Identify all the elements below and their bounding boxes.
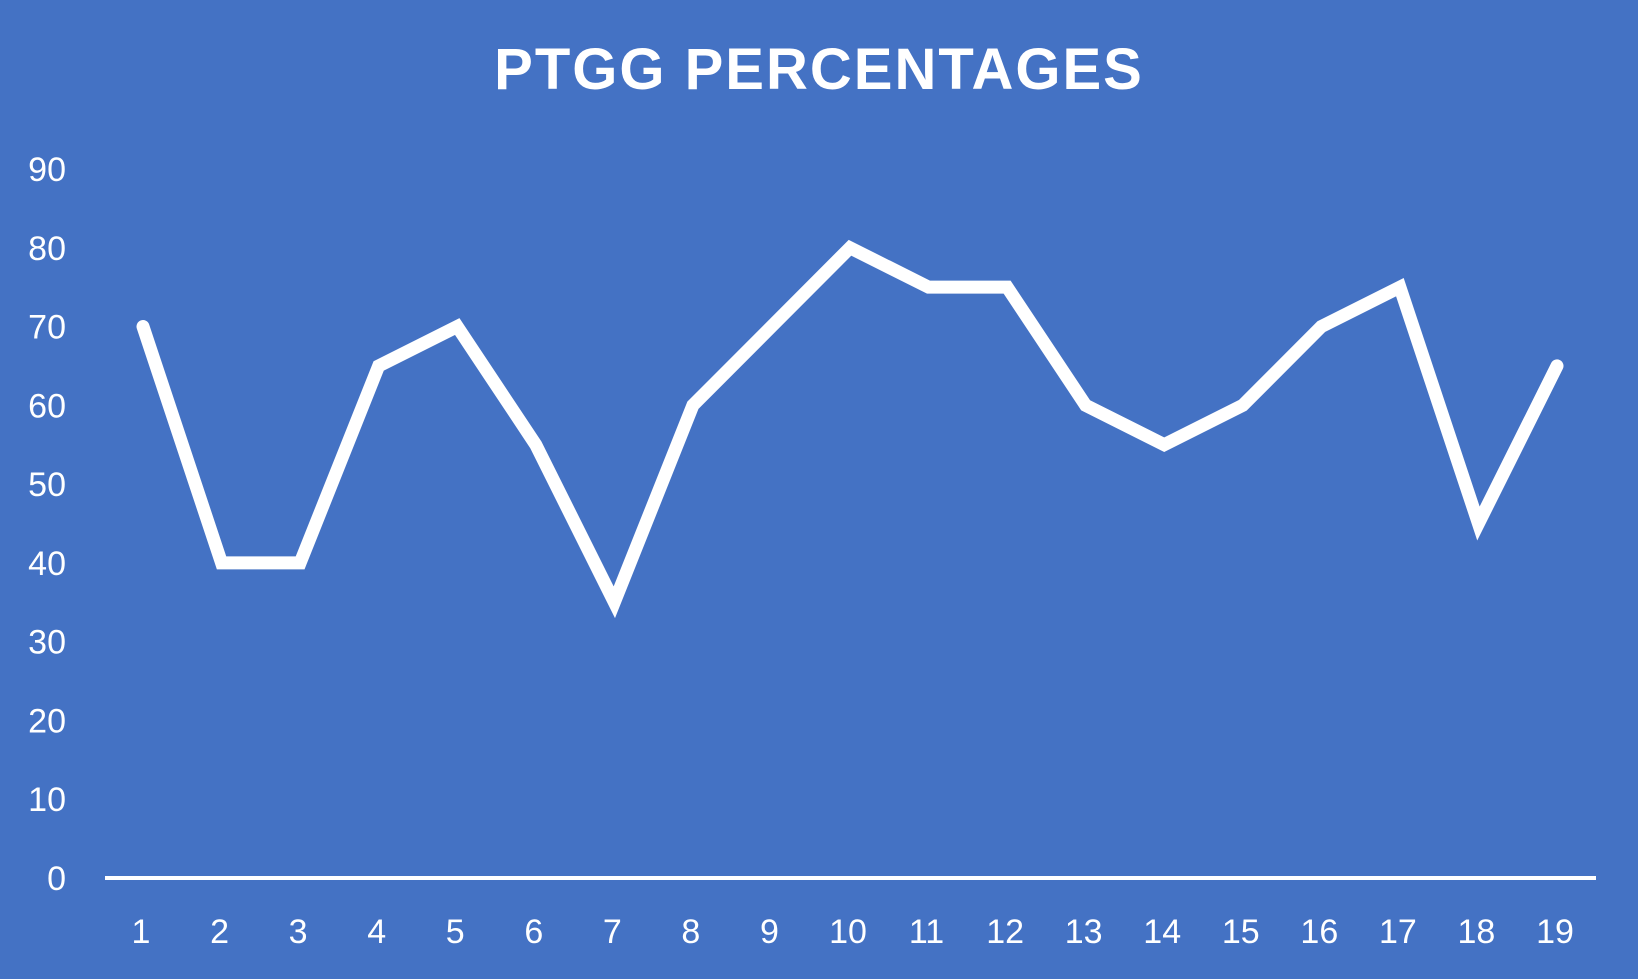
x-tick-label: 16	[1300, 913, 1338, 951]
y-tick-label: 30	[28, 624, 66, 662]
x-tick-label: 10	[829, 913, 867, 951]
x-tick-label: 4	[367, 913, 386, 951]
x-tick-label: 13	[1065, 913, 1103, 951]
chart-title: PTGG PERCENTAGES	[494, 37, 1144, 102]
x-tick-label: 1	[132, 913, 151, 951]
y-tick-label: 80	[28, 230, 66, 268]
x-tick-label: 17	[1379, 913, 1417, 951]
x-tick-label: 12	[986, 913, 1024, 951]
drop-lines	[142, 247, 1558, 878]
y-tick-label: 10	[28, 781, 66, 819]
x-tick-label: 11	[909, 913, 944, 951]
y-tick-label: 0	[47, 860, 66, 898]
y-tick-label: 90	[28, 151, 66, 189]
x-axis-ticks: 1 2 3 4 5 6 7 8 9 10 11 12 13 14 15 16 17 18 19	[132, 913, 1574, 951]
x-tick-label: 18	[1458, 913, 1496, 951]
x-tick-label: 3	[289, 913, 308, 951]
x-tick-label: 15	[1222, 913, 1260, 951]
x-tick-label: 9	[760, 913, 779, 951]
x-tick-label: 19	[1536, 913, 1574, 951]
y-tick-label: 20	[28, 702, 66, 740]
x-tick-label: 8	[681, 913, 700, 951]
y-tick-label: 70	[28, 309, 66, 347]
x-tick-label: 14	[1143, 913, 1181, 951]
x-tick-label: 5	[446, 913, 465, 951]
y-tick-label: 50	[28, 466, 66, 504]
series-line	[136, 239, 1564, 619]
x-tick-label: 7	[603, 913, 622, 951]
x-tick-label: 6	[524, 913, 543, 951]
x-tick-label: 2	[210, 913, 229, 951]
y-tick-label: 60	[28, 387, 66, 425]
y-axis-ticks: 0 10 20 30 40 50 60 70 80 90	[28, 151, 66, 898]
y-tick-label: 40	[28, 545, 66, 583]
